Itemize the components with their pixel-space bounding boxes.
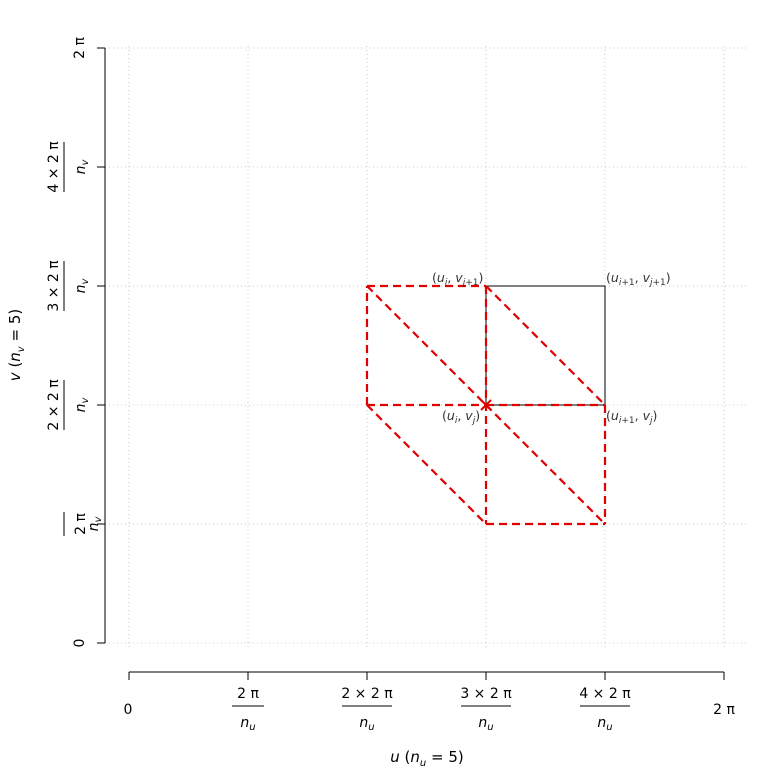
grid [105,44,748,647]
svg-text:2 × 2 π: 2 × 2 π [341,686,393,702]
x-tick-label: 3 × 2 π nu [460,686,512,733]
x-tick-label: 2 π nu [232,686,264,733]
y-tick-label: 4 × 2 π nv [46,141,91,193]
svg-text:nv: nv [86,516,104,532]
y-tick-label: 0 [72,639,88,648]
svg-text:3 × 2 π: 3 × 2 π [46,260,62,312]
x-tick-label: 0 [124,702,133,718]
svg-text:3 × 2 π: 3 × 2 π [460,686,512,702]
svg-text:nv: nv [73,397,91,413]
axes [97,47,725,680]
point-label-ui1-vj1: (ui+1, vj+1) [606,270,671,288]
y-tick-label: 2 π [72,37,88,59]
x-tick-label: 2 × 2 π nu [341,686,393,733]
center-point [480,399,492,411]
point-label-ui-vj: (ui, vj) [442,408,480,426]
triangle-edge [366,404,487,525]
triangle-edge [485,285,606,406]
x-axis-label: u (nu = 5) [390,748,464,768]
y-axis-label: v (nv = 5) [6,309,27,381]
y-tick-label: 3 × 2 π nv [46,260,91,312]
svg-text:nu: nu [597,715,612,733]
svg-text:nu: nu [478,715,493,733]
y-tick-labels: 0 2 π nv 2 × 2 π nv 3 × 2 π nv 4 × 2 π n… [46,37,104,648]
svg-text:2 π: 2 π [73,513,89,535]
svg-text:nu: nu [240,715,255,733]
svg-text:nv: nv [73,159,91,175]
point-label-ui1-vj: (ui+1, vj) [606,408,657,426]
triangle-edge [366,285,487,406]
x-tick-label: 4 × 2 π nu [579,686,631,733]
y-tick-label: 2 π nv [63,512,104,536]
svg-text:4 × 2 π: 4 × 2 π [46,141,62,193]
svg-text:2 × 2 π: 2 × 2 π [46,379,62,431]
svg-text:nu: nu [359,715,374,733]
triangle-edge [485,404,606,525]
x-tick-label: 2 π [713,702,735,718]
svg-text:4 × 2 π: 4 × 2 π [579,686,631,702]
svg-text:2 π: 2 π [237,686,259,702]
svg-text:nv: nv [73,278,91,294]
x-tick-labels: 0 2 π nu 2 × 2 π nu 3 × 2 π nu 4 × 2 π n… [124,686,736,733]
center-marker-stroke [480,399,492,411]
y-tick-label: 2 × 2 π nv [46,379,91,431]
